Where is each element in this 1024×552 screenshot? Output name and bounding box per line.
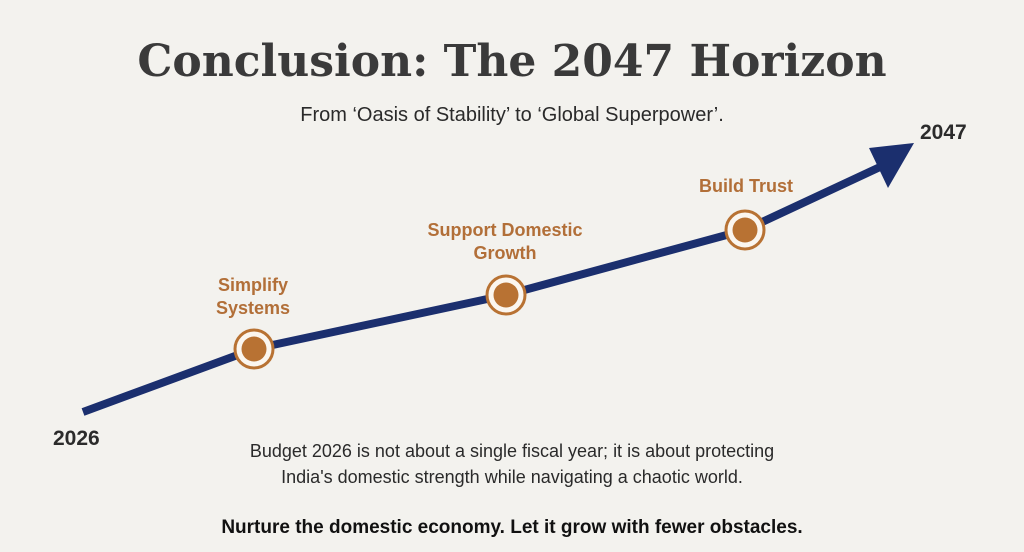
conclusion-line: Budget 2026 is not about a single fiscal… (249, 441, 775, 461)
milestone-label-line: Support Domestic (427, 220, 583, 240)
milestone-label-simplify-systems: Simplify Systems (153, 274, 353, 320)
milestone-marker-build-trust (724, 209, 766, 251)
milestone-label-line: Growth (473, 243, 537, 263)
conclusion-line: India's domestic strength while navigati… (281, 467, 743, 487)
slide-subtitle: From ‘Oasis of Stability’ to ‘Global Sup… (300, 104, 724, 126)
milestone-label-line: Build Trust (699, 176, 793, 196)
milestone-marker-simplify-systems (233, 328, 275, 370)
milestone-label-line: Systems (215, 298, 291, 318)
milestone-label-line: Simplify (217, 275, 288, 295)
milestone-marker-support-domestic-growth (485, 274, 527, 316)
conclusion-paragraph: Budget 2026 is not about a single fiscal… (150, 438, 874, 490)
start-year-label: 2026 (53, 427, 100, 450)
closing-statement: Nurture the domestic economy. Let it gro… (221, 517, 803, 538)
milestone-label-support-domestic-growth: Support Domestic Growth (405, 219, 605, 265)
slide-title: Conclusion: The 2047 Horizon (137, 36, 887, 87)
arrow-head-icon (869, 143, 914, 188)
milestone-label-build-trust: Build Trust (646, 175, 846, 198)
end-year-label: 2047 (920, 121, 967, 144)
